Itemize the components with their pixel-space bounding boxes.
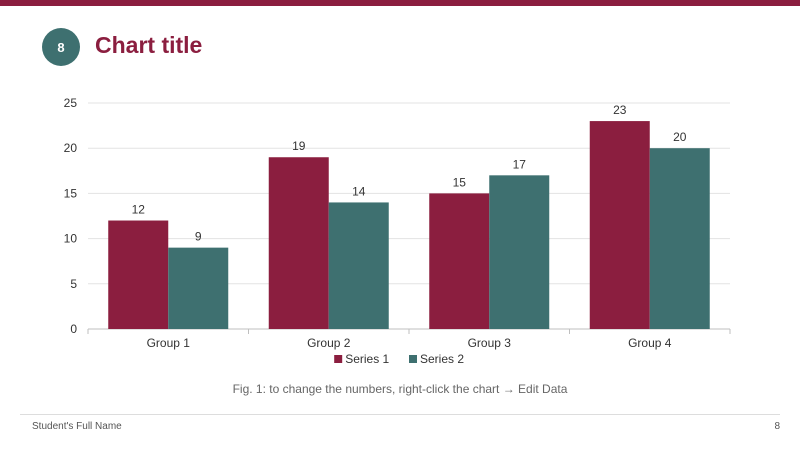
y-tick-label: 25 [64, 96, 78, 110]
data-label: 15 [453, 175, 467, 189]
data-label: 23 [613, 103, 627, 117]
legend-swatch [409, 355, 417, 363]
bar-series-2 [489, 175, 550, 329]
x-tick-label: Group 2 [307, 336, 351, 350]
data-label: 9 [195, 230, 202, 244]
legend-label: Series 1 [345, 352, 389, 366]
footer-student-name: Student's Full Name [32, 421, 122, 432]
y-tick-label: 20 [64, 141, 78, 155]
data-label: 14 [352, 184, 366, 198]
y-tick-label: 0 [70, 322, 77, 336]
y-tick-label: 5 [70, 277, 77, 291]
y-tick-label: 15 [64, 186, 78, 200]
top-accent-bar [0, 0, 800, 6]
x-tick-label: Group 4 [628, 336, 672, 350]
legend-label: Series 2 [420, 352, 464, 366]
data-label: 12 [132, 203, 146, 217]
bar-series-1 [108, 220, 169, 329]
data-label: 17 [513, 157, 527, 171]
bar-series-2 [328, 202, 389, 329]
footer-divider [20, 414, 780, 415]
data-label: 20 [673, 130, 687, 144]
bar-series-1 [589, 121, 650, 329]
bar-series-2 [168, 247, 229, 329]
y-tick-label: 10 [64, 232, 78, 246]
slide-title: Chart title [95, 32, 203, 58]
data-label: 19 [292, 139, 306, 153]
footer-page-number: 8 [774, 421, 780, 432]
bar-series-1 [268, 157, 329, 329]
legend-swatch [334, 355, 343, 363]
x-tick-label: Group 1 [147, 336, 191, 350]
x-tick-label: Group 3 [468, 336, 512, 350]
slide-number-badge: 8 [42, 28, 80, 66]
bar-chart: 0 5 10 15 20 25 Group 1 12 9 Group 2 19 14 Group 3 15… [64, 96, 731, 366]
bar-series-2 [649, 148, 710, 329]
bar-series-1 [429, 193, 490, 329]
figure-caption: Fig. 1: to change the numbers, right-cli… [232, 382, 568, 396]
